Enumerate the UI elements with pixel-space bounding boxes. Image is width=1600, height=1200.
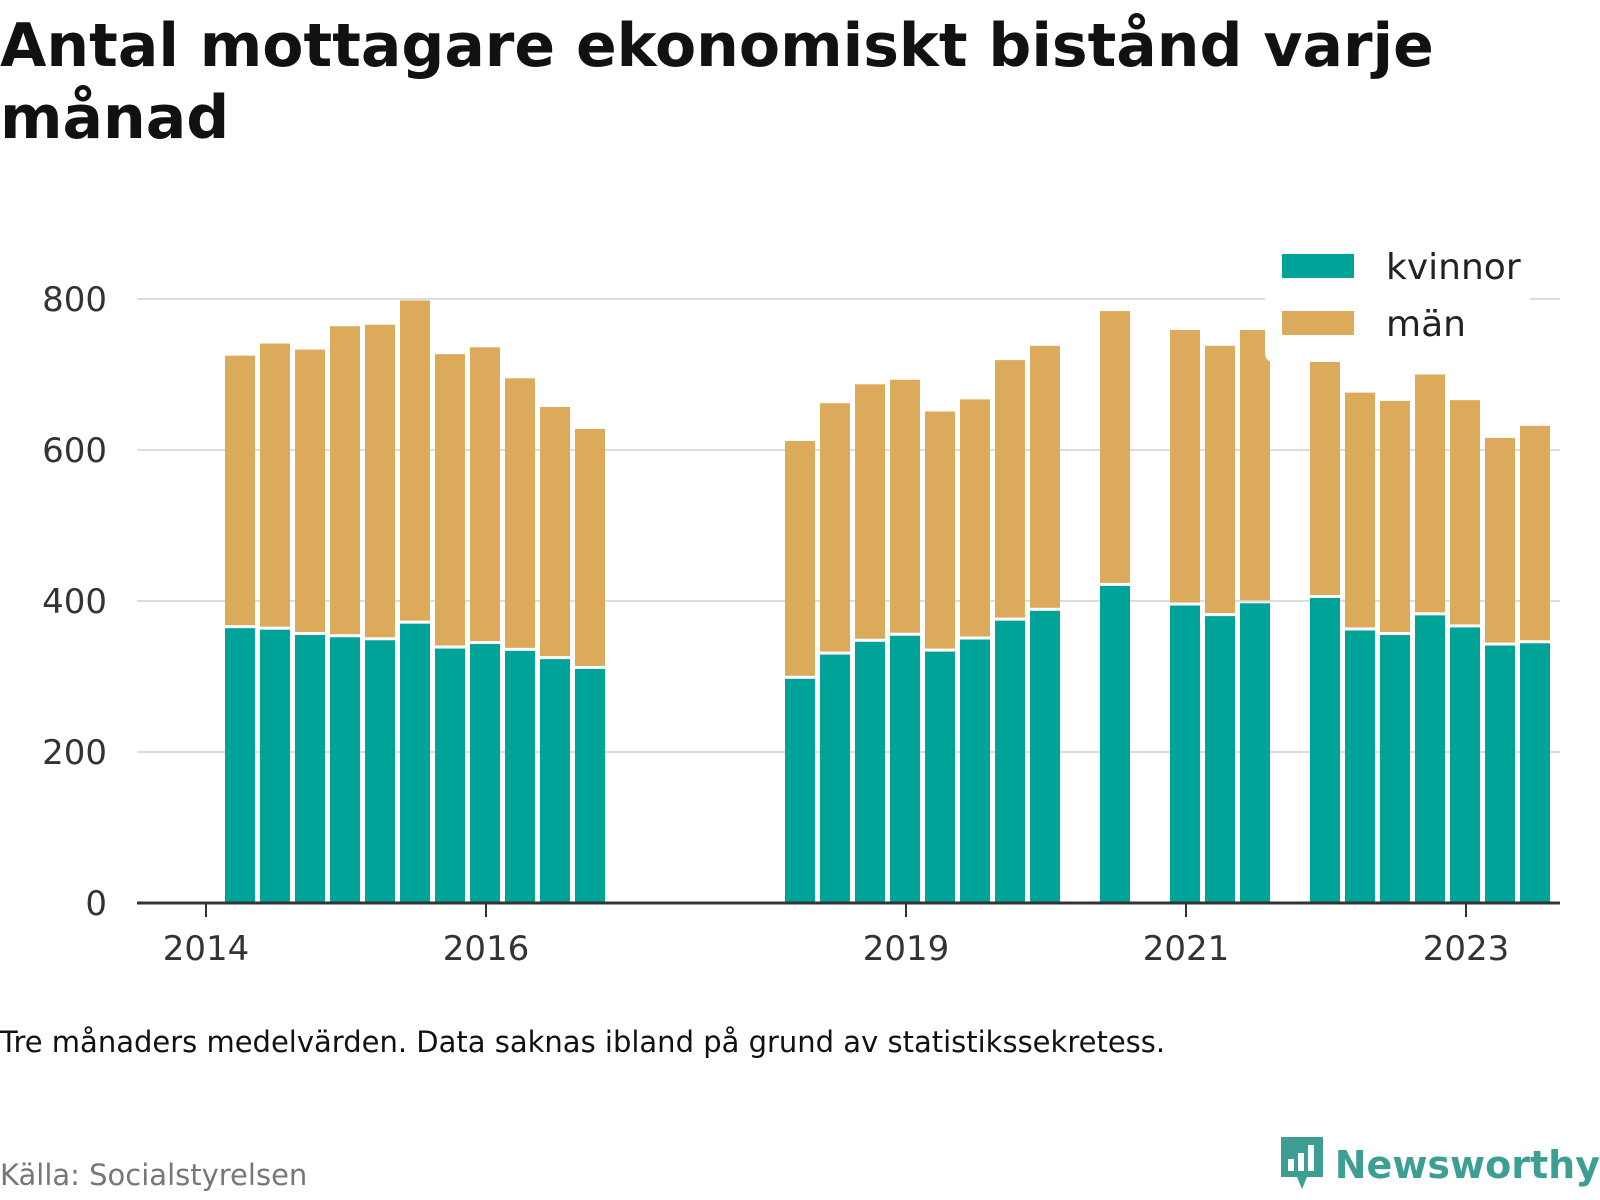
legend: kvinnor män: [1265, 240, 1530, 362]
chart-note: Tre månaders medelvärden. Data saknas ib…: [0, 1025, 1166, 1059]
y-tick-label: 200: [42, 733, 107, 773]
chart-title: Antal mottagare ekonomiskt bistånd varje…: [0, 11, 1434, 153]
bar-kvinnor: [1380, 634, 1410, 903]
bar-kvinnor: [1240, 603, 1270, 903]
y-axis-ticks: 0 200 400 600 800: [42, 280, 107, 924]
bar-man: [575, 428, 605, 666]
bar-man: [540, 406, 570, 657]
bar-kvinnor: [995, 620, 1025, 903]
bar-man: [1415, 374, 1445, 613]
legend-label-man: män: [1386, 304, 1466, 345]
bar-kvinnor: [330, 637, 360, 903]
bar-man: [260, 343, 290, 627]
bar-kvinnor: [1450, 627, 1480, 903]
bar-man: [995, 360, 1025, 618]
bar-man: [1345, 392, 1375, 628]
y-tick-label: 0: [85, 884, 107, 924]
bar-man: [1380, 400, 1410, 632]
bar-kvinnor: [470, 644, 500, 903]
bar-kvinnor: [1310, 597, 1340, 903]
bar-kvinnor: [1205, 616, 1235, 903]
y-tick-label: 600: [42, 431, 107, 471]
bar-man: [820, 403, 850, 652]
legend-label-kvinnor: kvinnor: [1386, 247, 1521, 288]
bar-kvinnor: [1170, 605, 1200, 903]
x-tick-label: 2021: [1143, 929, 1230, 969]
bar-kvinnor: [1100, 585, 1130, 903]
bar-man: [505, 378, 535, 648]
bar-kvinnor: [435, 648, 465, 903]
bar-kvinnor: [1415, 615, 1445, 903]
bar-kvinnor: [1030, 610, 1060, 903]
x-tick-label: 2014: [163, 929, 250, 969]
bar-man: [1100, 311, 1130, 583]
brand-logo: Newsworthy: [1277, 1135, 1600, 1195]
bar-kvinnor: [225, 628, 255, 903]
bar-man: [365, 324, 395, 638]
bar-kvinnor: [400, 623, 430, 903]
bar-man: [400, 300, 430, 621]
bar-man: [1205, 345, 1235, 614]
bar-kvinnor: [855, 641, 885, 903]
bar-kvinnor: [505, 650, 535, 903]
bar-man: [890, 379, 920, 633]
bar-man: [1030, 345, 1060, 608]
x-axis-ticks: 2014 2016 2019 2021 2023: [163, 903, 1510, 969]
bar-man: [1170, 329, 1200, 603]
x-tick-label: 2023: [1423, 929, 1510, 969]
bar-man: [960, 399, 990, 637]
legend-swatch-kvinnor: [1282, 254, 1354, 278]
bar-man: [295, 349, 325, 632]
bar-kvinnor: [365, 640, 395, 903]
bar-man: [1240, 329, 1270, 601]
bar-kvinnor: [960, 639, 990, 903]
bar-man: [1520, 425, 1550, 641]
bar-kvinnor: [260, 629, 290, 903]
bar-kvinnor: [540, 659, 570, 903]
bar-kvinnor: [1345, 630, 1375, 903]
bar-kvinnor: [575, 668, 605, 903]
bar-kvinnor: [820, 654, 850, 903]
bar-kvinnor: [890, 635, 920, 903]
y-tick-label: 400: [42, 582, 107, 622]
newsworthy-logo-icon: [1277, 1135, 1327, 1195]
bar-man: [1485, 437, 1515, 643]
bars: [225, 300, 1550, 903]
brand-name: Newsworthy: [1334, 1143, 1600, 1187]
bar-man: [225, 355, 255, 626]
bar-man: [330, 326, 360, 635]
bar-man: [1310, 339, 1340, 595]
y-tick-label: 800: [42, 280, 107, 320]
bar-kvinnor: [295, 634, 325, 903]
legend-swatch-man: [1282, 311, 1354, 335]
bar-man: [470, 347, 500, 642]
bar-kvinnor: [1485, 645, 1515, 903]
bar-kvinnor: [925, 651, 955, 903]
x-tick-label: 2019: [863, 929, 950, 969]
source-credit: Källa: Socialstyrelsen: [0, 1158, 308, 1192]
bar-kvinnor: [785, 678, 815, 903]
bar-man: [925, 411, 955, 649]
stacked-bar-chart: 0 200 400 600 800 2014 2016 2019 2021 2023 kvinn…: [42, 240, 1560, 969]
bar-man: [435, 354, 465, 646]
bar-kvinnor: [1520, 643, 1550, 903]
bar-man: [785, 440, 815, 676]
bar-man: [1450, 400, 1480, 625]
bar-man: [855, 384, 885, 639]
x-tick-label: 2016: [443, 929, 530, 969]
